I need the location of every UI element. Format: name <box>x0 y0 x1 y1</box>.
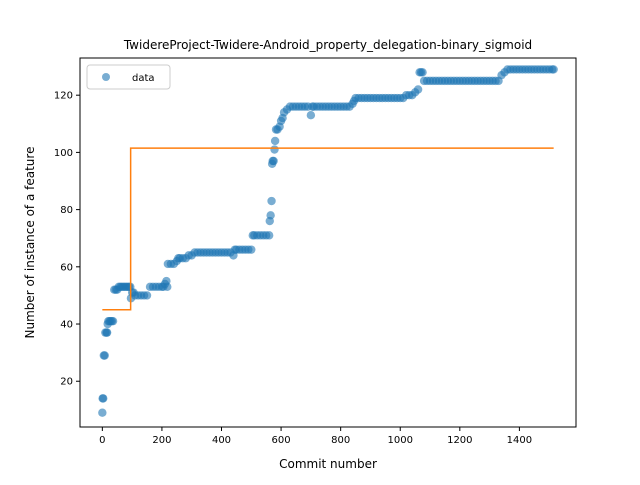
legend: data <box>86 64 171 90</box>
y-tick-label-80: 80 <box>60 205 73 216</box>
data-point-144 <box>418 68 427 77</box>
x-axis-label: Commit number <box>279 457 377 471</box>
data-point-0 <box>98 408 107 417</box>
fit-step-line <box>102 147 554 311</box>
legend-marker-data <box>102 73 110 81</box>
data-point-4 <box>100 351 109 360</box>
data-point-141 <box>413 85 423 94</box>
x-tick-label-1400: 1400 <box>507 435 532 446</box>
data-point-2 <box>99 394 108 403</box>
y-axis-label: Number of instance of a feature <box>23 147 37 339</box>
y-tick-label-40: 40 <box>60 320 73 331</box>
data-point-7 <box>102 328 112 337</box>
y-tick-label-20: 20 <box>60 377 73 388</box>
data-point-73 <box>247 245 256 254</box>
x-tick-label-0: 0 <box>99 435 105 446</box>
y-tick-label-60: 60 <box>60 262 73 273</box>
x-tick-label-600: 600 <box>272 435 291 446</box>
x-axis-ticks: 0 200 400 600 800 1000 1200 1400 <box>99 427 532 446</box>
data-point-82 <box>266 211 275 220</box>
data-point-189 <box>549 65 558 74</box>
x-tick-label-400: 400 <box>212 435 231 446</box>
data-point-13 <box>108 316 118 326</box>
plot-area: 0 200 400 600 800 1000 1200 1400 20 40 60 80 100 120 <box>54 57 577 446</box>
data-point-86 <box>269 156 278 166</box>
data-point-33 <box>142 291 152 300</box>
data-point-83 <box>267 196 276 206</box>
data-point-87 <box>270 145 279 154</box>
legend-label-data: data <box>132 73 155 84</box>
axes-frame <box>79 57 577 428</box>
data-point-103 <box>306 111 316 120</box>
x-tick-label-1000: 1000 <box>388 435 413 446</box>
legend-box <box>86 64 171 90</box>
y-axis-ticks: 20 40 60 80 100 120 <box>54 91 80 388</box>
x-tick-label-800: 800 <box>331 435 350 446</box>
x-tick-label-1200: 1200 <box>447 435 472 446</box>
y-tick-label-100: 100 <box>54 148 73 159</box>
data-point-88 <box>270 136 280 146</box>
chart-title: TwidereProject-Twidere-Android_property_… <box>123 38 532 52</box>
data-point-80 <box>264 231 274 240</box>
y-tick-label-120: 120 <box>54 91 73 102</box>
series-layer <box>98 65 558 417</box>
x-tick-label-200: 200 <box>152 435 171 446</box>
data-point-42 <box>163 282 172 292</box>
